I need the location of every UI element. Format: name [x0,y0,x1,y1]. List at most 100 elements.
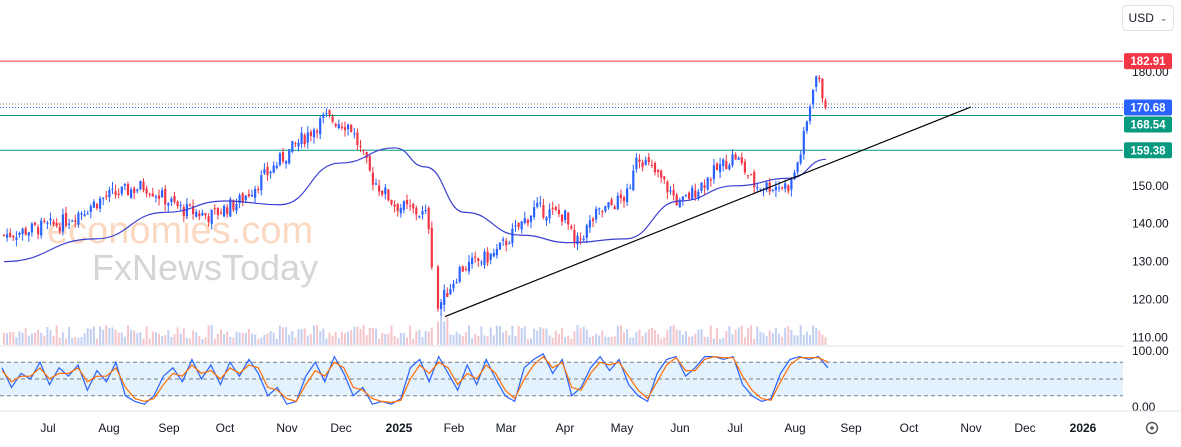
candle [632,164,635,192]
candle [647,153,650,166]
volume-bar [356,326,359,345]
candle [495,243,498,259]
candle [644,156,647,166]
volume-bar [102,329,105,345]
settings-icon[interactable] [1145,421,1159,435]
candle [514,219,517,232]
candle [210,209,213,230]
volume-bar [244,333,247,345]
candle [316,128,319,139]
candle [520,221,523,234]
time-tick-label: Sep [158,421,180,435]
time-tick-label: 2026 [1070,421,1097,435]
volume-bar [229,336,232,345]
volume-bar [629,337,632,345]
candle [157,189,161,206]
candle [626,183,629,206]
candle [601,210,604,218]
candle [402,200,405,214]
candle [12,235,15,242]
volume-bar [613,336,616,345]
candle [89,203,92,219]
moving-average-line [3,147,827,263]
candle [743,158,746,175]
volume-bar [688,336,691,345]
volume-bar [567,335,570,345]
time-tick-label: Jul [727,421,742,435]
candle [325,108,328,118]
volume-bar [272,332,275,345]
candle [92,199,95,209]
candle [663,176,666,184]
currency-selector[interactable]: USD ⌄ [1122,5,1174,31]
candle [467,255,471,275]
volume-bar [167,330,170,345]
volume-bar [185,337,188,345]
candle [374,178,378,186]
volume-bar [49,330,52,345]
candle [523,211,526,225]
volume-bar [700,328,703,345]
candle [440,298,443,316]
volume-bar [120,332,123,345]
candle [533,200,536,220]
volume-bar [418,330,421,345]
candle [539,195,542,208]
candle [18,231,21,238]
volume-bar [226,331,229,345]
candle [396,203,399,217]
volume-bar [672,325,675,345]
candle [52,219,55,227]
volume-bar [179,333,182,345]
volume-bar [685,330,687,345]
volume-bar [576,325,579,345]
candle [771,188,774,193]
candle [46,220,49,230]
volume-bar [37,329,40,345]
candle [505,237,508,252]
candle [622,195,626,208]
volume-bar [666,329,669,345]
volume-bar [616,325,619,345]
volume-bar [530,338,532,345]
time-tick-label: May [611,421,634,435]
candle [167,202,170,212]
volume-bar [288,334,291,345]
candle [365,151,368,164]
volume-bar [111,327,114,345]
candle [567,212,570,230]
candle [297,138,300,152]
volume-bar [105,325,108,345]
volume-bar [573,331,576,345]
volume-bar [771,332,774,345]
candle [712,159,715,184]
candle [49,212,52,226]
volume-bar [523,326,526,345]
candle [728,163,731,171]
candle [808,104,812,125]
volume-bars [3,313,827,345]
volume-bar [722,338,725,345]
volume-bar [458,333,461,345]
candle [136,188,139,194]
volume-bar [368,327,371,345]
candle [294,141,297,148]
volume-bar [139,332,142,345]
candle [554,205,557,212]
volume-bar [799,325,802,345]
volume-bar [251,333,253,345]
candle [9,228,12,238]
candle [526,218,529,227]
volume-bar [306,335,309,345]
candle [145,185,148,198]
candle [95,202,99,211]
time-tick-label: Dec [330,421,351,435]
volume-bar [260,337,263,345]
candle [595,206,598,224]
volume-bar [480,326,483,345]
candle [393,200,396,213]
candle [188,203,192,207]
candle [669,185,672,195]
candle [821,78,824,103]
